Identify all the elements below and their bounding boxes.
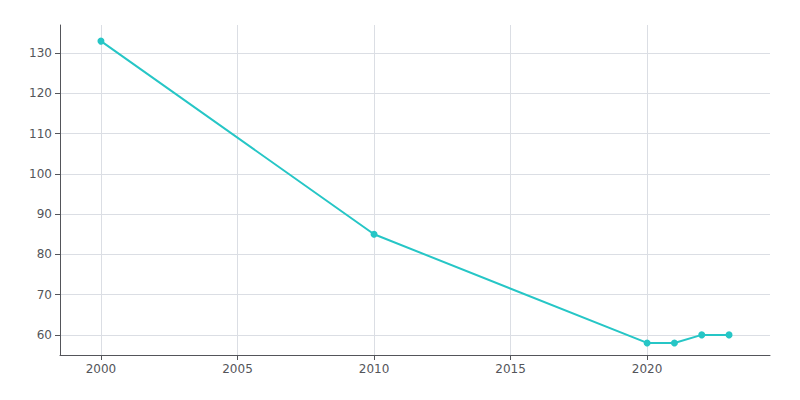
svg-text:70: 70 — [37, 288, 52, 302]
svg-text:80: 80 — [37, 247, 52, 261]
svg-text:60: 60 — [37, 328, 52, 342]
svg-text:2020: 2020 — [632, 362, 663, 376]
svg-text:100: 100 — [29, 167, 52, 181]
svg-text:2000: 2000 — [86, 362, 117, 376]
svg-text:110: 110 — [29, 127, 52, 141]
svg-text:120: 120 — [29, 86, 52, 100]
svg-text:90: 90 — [37, 207, 52, 221]
svg-text:2015: 2015 — [495, 362, 526, 376]
svg-text:130: 130 — [29, 46, 52, 60]
svg-text:2010: 2010 — [359, 362, 390, 376]
svg-text:2005: 2005 — [222, 362, 253, 376]
